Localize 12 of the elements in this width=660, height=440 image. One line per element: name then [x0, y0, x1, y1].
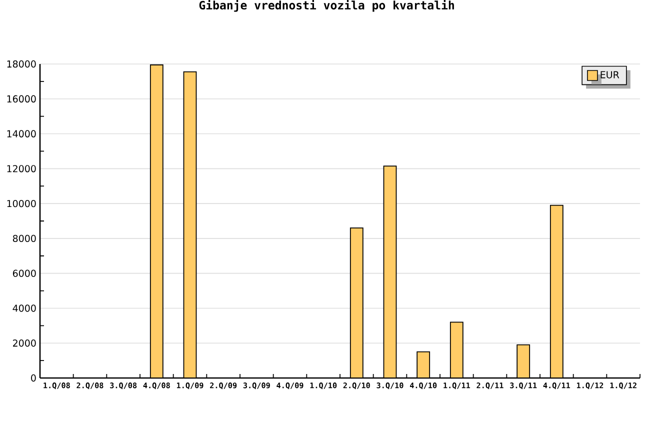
- y-tick-label: 0: [31, 374, 36, 382]
- y-tick-label: 16000: [7, 95, 36, 102]
- y-tick-label: 12000: [7, 165, 36, 172]
- y-tick-label: 14000: [7, 130, 36, 138]
- y-tick-label: 8000: [12, 234, 36, 242]
- y-tick-label: 6000: [12, 270, 36, 277]
- legend-label: EUR: [600, 71, 620, 78]
- y-tick-label: 2000: [13, 340, 36, 347]
- chart-title: Gibanje vrednosti vozila po kvartalih: [199, 0, 454, 12]
- y-tick-label: 10000: [7, 200, 36, 208]
- y-tick-label: 18000: [7, 60, 36, 68]
- y-tick-label: 4000: [12, 304, 36, 312]
